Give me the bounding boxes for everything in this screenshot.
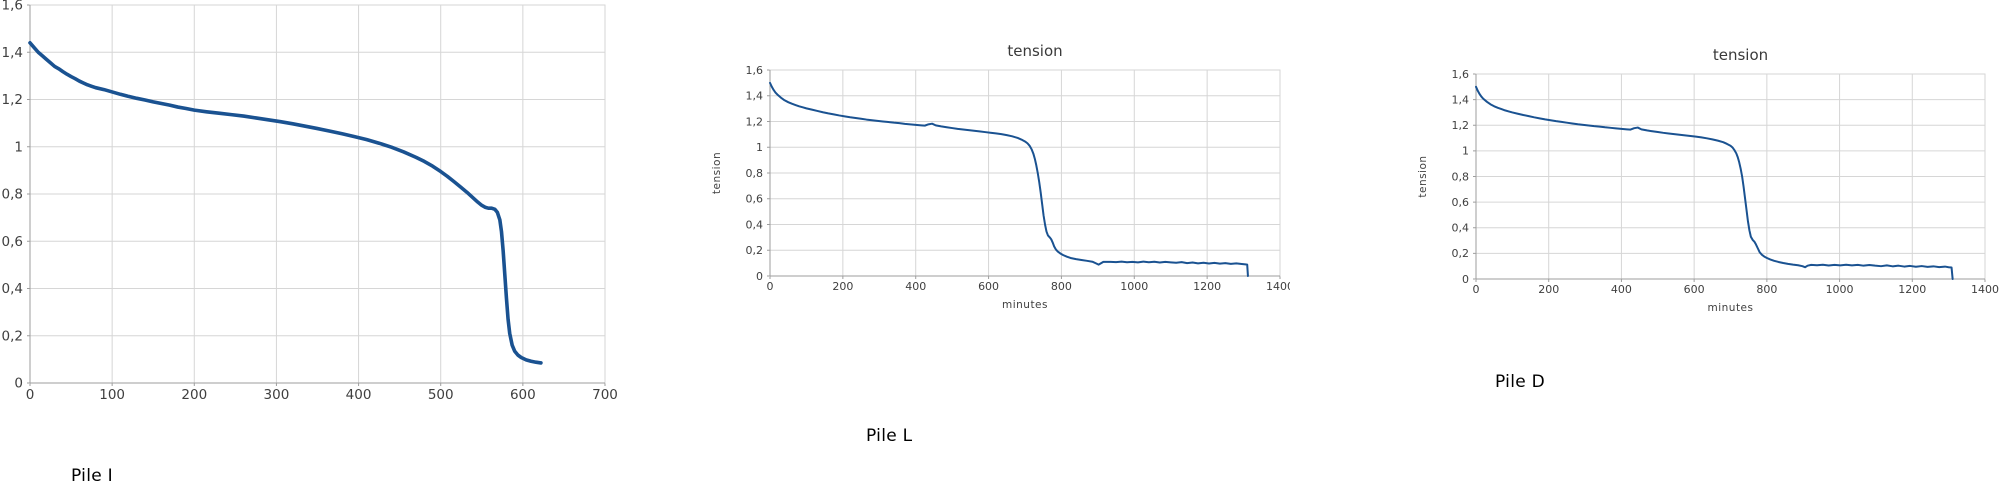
y-tick-label: 0,6 [1452,196,1470,209]
y-tick-label: 1,6 [746,64,764,77]
x-tick-label: 0 [26,387,35,403]
y-tick-label: 1,2 [2,92,23,108]
y-tick-label: 0,2 [746,244,764,257]
x-tick-label: 1000 [1826,283,1854,296]
y-tick-label: 0,4 [1452,222,1470,235]
y-tick-label: 1 [1462,145,1469,158]
discharge-curve-plot-pile-i: 0 0,2 0,4 0,6 0,8 1 1,2 1,4 1,6 0 100 200 300 400 500 6… [2,0,618,403]
x-tick-label: 600 [510,387,536,403]
y-tick-label: 1,6 [1452,68,1470,81]
y-tick-label: 0,8 [2,187,23,203]
x-tick-label: 200 [832,280,853,293]
y-tick-label: 1,4 [2,45,23,61]
y-tick-label: 0,8 [1452,170,1470,183]
x-axis-title: minutes [1707,302,1753,314]
x-tick-label: 700 [592,387,618,403]
series-line [1475,85,1954,280]
y-tick-label: 0 [14,376,23,392]
y-tick-label: 1,2 [746,115,764,128]
x-tick-label: 300 [264,387,290,403]
x-tick-label: 400 [1611,283,1632,296]
x-axis-title: minutes [1002,299,1048,311]
chart-pile-l: 0 0,2 0,4 0,6 0,8 1 1,2 1,4 1,6 0 200 400 600 800 1000… [700,30,1290,330]
x-tick-label: 200 [181,387,207,403]
y-tick-label: 0,8 [746,167,764,180]
chart-pile-d: 0 0,2 0,4 0,6 0,8 1 1,2 1,4 1,6 0 200 400 600 800 1000… [1400,30,2000,330]
x-tick-label: 500 [428,387,454,403]
x-tick-label: 1200 [1193,280,1221,293]
y-tick-label: 0,6 [746,193,764,206]
y-tick-label: 0,6 [2,234,23,250]
y-tick-label: 0,4 [2,281,23,297]
x-tick-label: 0 [1473,283,1480,296]
y-tick-label: 1,4 [1452,93,1470,106]
y-tick-label: 1 [14,139,23,155]
y-tick-label: 1,4 [746,90,764,103]
x-tick-label: 600 [978,280,999,293]
chart-title: tension [1713,46,1768,64]
y-tick-label: 0 [756,270,763,283]
discharge-curve-plot-pile-l: 0 0,2 0,4 0,6 0,8 1 1,2 1,4 1,6 0 200 400 600 800 1000… [711,42,1290,311]
y-tick-label: 0,2 [1452,247,1470,260]
y-axis-title: tension [711,152,723,194]
x-tick-label: 1400 [1266,280,1290,293]
series-line [769,81,1249,277]
x-tick-label: 0 [767,280,774,293]
x-tick-label: 400 [905,280,926,293]
x-tick-label: 1400 [1971,283,1999,296]
chart-caption-pile-l: Pile L [866,426,913,446]
x-tick-label: 1000 [1120,280,1148,293]
x-tick-label: 100 [99,387,125,403]
series-line [28,41,543,365]
y-tick-label: 0 [1462,273,1469,286]
x-tick-label: 400 [346,387,372,403]
y-tick-label: 0,2 [2,328,23,344]
x-tick-label: 200 [1538,283,1559,296]
chart-caption-pile-d: Pile D [1495,372,1546,392]
x-tick-label: 800 [1051,280,1072,293]
y-axis-title: tension [1417,155,1429,197]
y-tick-label: 1 [756,141,763,154]
x-tick-label: 800 [1756,283,1777,296]
y-tick-label: 1,6 [2,0,23,14]
chart-pile-i: 0 0,2 0,4 0,6 0,8 1 1,2 1,4 1,6 0 100 200 300 400 500 6… [0,0,640,420]
x-tick-label: 600 [1684,283,1705,296]
y-tick-label: 1,2 [1452,119,1470,132]
chart-title: tension [1007,42,1062,60]
x-tick-label: 1200 [1898,283,1926,296]
y-tick-label: 0,4 [746,218,764,231]
chart-caption-pile-i: Pile I [71,466,114,486]
discharge-curve-plot-pile-d: 0 0,2 0,4 0,6 0,8 1 1,2 1,4 1,6 0 200 400 600 800 1000… [1417,46,1999,314]
